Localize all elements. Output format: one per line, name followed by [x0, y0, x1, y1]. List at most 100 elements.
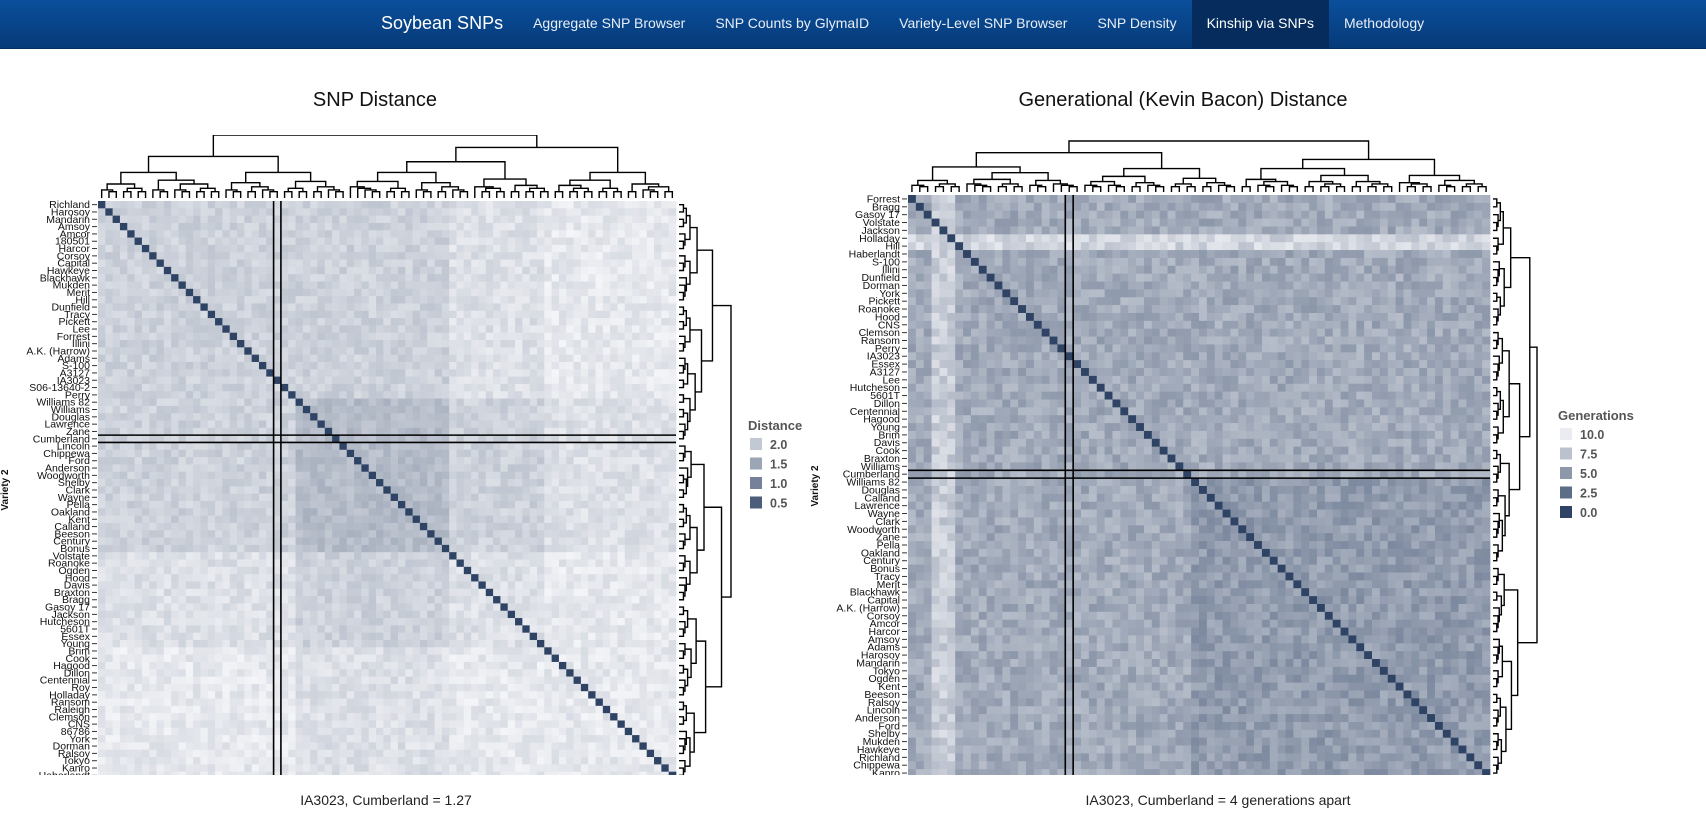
heatmap-cell — [427, 296, 435, 304]
heatmap-cell — [127, 457, 135, 465]
heatmap-cell — [441, 274, 450, 282]
heatmap-cell — [119, 464, 128, 473]
heatmap-cell — [383, 618, 392, 626]
heatmap-cell — [134, 544, 143, 553]
heatmap-cell — [566, 464, 574, 473]
heatmap-cell — [500, 493, 509, 502]
heatmap-cell — [485, 566, 494, 575]
heatmap-cell — [536, 500, 545, 509]
heatmap-cell — [661, 522, 670, 531]
heatmap-cell — [412, 654, 421, 663]
heatmap-cell — [434, 457, 443, 465]
heatmap-cell — [463, 325, 472, 334]
nav-aggregate-snp-browser[interactable]: Aggregate SNP Browser — [533, 15, 686, 31]
heatmap-cell — [376, 479, 384, 487]
nav-kinship-via-snps[interactable]: Kinship via SNPs — [1191, 0, 1329, 48]
heatmap-cell — [149, 391, 157, 399]
heatmap-cell — [273, 625, 282, 634]
heatmap-cell — [434, 354, 443, 363]
heatmap-cell — [610, 632, 618, 641]
heatmap-cell — [471, 420, 479, 429]
heatmap-cell — [544, 325, 552, 334]
heatmap-cell — [237, 288, 245, 297]
heatmap-cell — [346, 625, 355, 634]
heatmap-cell — [397, 230, 406, 238]
heatmap-cell — [566, 442, 574, 451]
heatmap-cell — [397, 442, 406, 451]
nav-methodology[interactable]: Methodology — [1343, 15, 1425, 31]
heatmap-cell — [295, 420, 304, 429]
heatmap-cell — [251, 449, 260, 458]
heatmap-cell — [441, 479, 450, 487]
heatmap-cell — [119, 559, 128, 568]
heatmap-cell — [156, 603, 165, 612]
heatmap-cell — [332, 596, 340, 604]
heatmap-cell — [98, 325, 106, 334]
snp-distance-heatmap[interactable]: RichlandHarosoyMandarinAmsoyAmcor180501H… — [0, 135, 820, 775]
heatmap-cell — [544, 508, 552, 516]
heatmap-cell — [149, 201, 157, 209]
heatmap-cell — [273, 369, 282, 377]
heatmap-cell — [266, 383, 274, 392]
heatmap-cell — [280, 369, 289, 377]
heatmap-cell — [310, 201, 318, 209]
heatmap-cell — [200, 303, 209, 312]
heatmap-cell — [434, 588, 443, 597]
heatmap-cell — [346, 303, 355, 312]
heatmap-cell — [258, 244, 267, 253]
heatmap-cell — [456, 471, 465, 480]
heatmap-cell — [310, 369, 318, 377]
heatmap-cell — [361, 340, 370, 348]
heatmap-cell — [478, 266, 487, 275]
heatmap-cell — [610, 332, 618, 341]
heatmap-cell — [98, 398, 106, 407]
heatmap-cell — [390, 244, 399, 253]
heatmap-cell — [346, 274, 355, 282]
heatmap-cell — [390, 530, 399, 538]
heatmap-cell — [566, 332, 574, 341]
heatmap-cell — [354, 369, 362, 377]
heatmap-cell — [141, 405, 150, 414]
heatmap-cell — [463, 266, 472, 275]
heatmap-cell — [302, 325, 311, 334]
nav-snp-density[interactable]: SNP Density — [1097, 15, 1177, 31]
brand-title[interactable]: Soybean SNPs — [381, 13, 504, 33]
heatmap-cell — [134, 449, 143, 458]
heatmap-cell — [258, 405, 267, 414]
heatmap-cell — [163, 654, 172, 663]
heatmap-cell — [471, 201, 479, 209]
heatmap-cell — [134, 369, 143, 377]
heatmap-cell — [119, 369, 128, 377]
heatmap-cell — [551, 215, 560, 224]
heatmap-cell — [244, 222, 252, 231]
heatmap-cell — [185, 376, 194, 385]
heatmap-cell — [507, 230, 516, 238]
heatmap-cell — [573, 398, 582, 407]
heatmap-cell — [251, 544, 260, 553]
heatmap-cell — [397, 464, 406, 473]
heatmap-cell — [588, 610, 596, 619]
heatmap-cell — [200, 559, 209, 568]
heatmap-cell — [222, 500, 231, 509]
heatmap-cell — [354, 508, 362, 516]
nav-snp-counts-by-glymaid[interactable]: SNP Counts by GlymaID — [715, 15, 870, 31]
heatmap-cell — [602, 325, 611, 334]
heatmap-cell — [280, 244, 289, 253]
heatmap-cell — [149, 354, 157, 363]
heatmap-cell — [595, 391, 604, 399]
heatmap-cell — [332, 347, 340, 355]
heatmap-cell — [222, 252, 231, 260]
heatmap-cell — [310, 274, 318, 282]
heatmap-cell — [500, 588, 509, 597]
heatmap-cell — [200, 632, 209, 641]
heatmap-cell — [127, 493, 135, 502]
heatmap-cell — [251, 230, 260, 238]
heatmap-cell — [127, 361, 135, 370]
nav-variety-level-snp-browser[interactable]: Variety-Level SNP Browser — [899, 15, 1068, 31]
heatmap-cell — [573, 281, 582, 290]
heatmap-cell — [654, 347, 662, 355]
heatmap-cell — [551, 581, 560, 590]
heatmap-cell — [163, 639, 172, 648]
heatmap-cell — [244, 215, 252, 224]
heatmap-cell — [412, 383, 421, 392]
